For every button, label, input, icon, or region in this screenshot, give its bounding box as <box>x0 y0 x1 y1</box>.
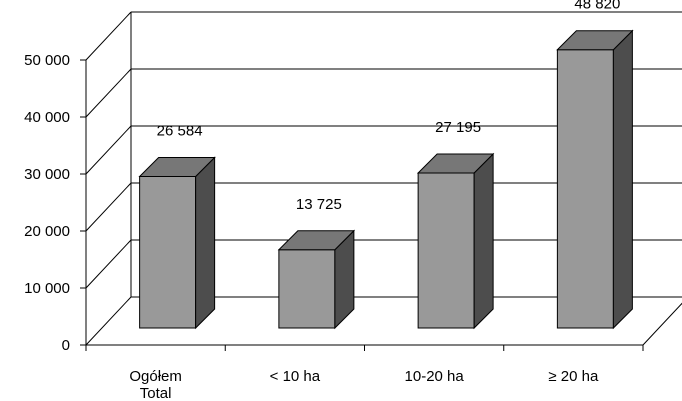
y-tick-label: 30 000 <box>24 166 70 183</box>
floor-right-edge <box>642 302 682 346</box>
bar-front <box>556 49 614 329</box>
bar <box>556 29 634 330</box>
bar-front <box>417 172 475 329</box>
x-category-label: Ogółem <box>129 368 182 385</box>
gridline-diagonal <box>85 68 132 118</box>
x-category-label: ≥ 20 ha <box>548 368 599 385</box>
axes <box>80 12 682 351</box>
bars <box>138 29 634 330</box>
y-tick-label: 20 000 <box>24 223 70 240</box>
bar-top <box>138 156 216 177</box>
bar <box>277 229 356 330</box>
bar <box>416 152 495 330</box>
labels: 0 10 000 20 000 30 000 40 000 50 000 26 584 Ogó… <box>24 0 620 401</box>
y-tick-label: 0 <box>62 337 70 354</box>
y-tick-label: 10 000 <box>24 280 70 297</box>
bar-side <box>612 29 633 330</box>
y-tick-label: 40 000 <box>24 109 70 126</box>
gridline-diagonal <box>85 125 132 175</box>
bar-top <box>416 153 495 174</box>
gridline-diagonal <box>85 11 132 61</box>
bar-side <box>473 152 494 330</box>
gridline-diagonal <box>85 182 132 232</box>
gridline-diagonal <box>85 296 132 346</box>
data-label: 13 725 <box>296 196 342 213</box>
bar-top <box>277 230 356 251</box>
bar-side <box>195 156 216 330</box>
bar-front <box>278 249 336 329</box>
x-category-label: < 10 ha <box>270 368 321 385</box>
gridline-diagonal <box>85 239 132 289</box>
x-category-sublabel: Total <box>140 385 172 401</box>
bar-top <box>556 30 634 51</box>
data-label: 26 584 <box>157 122 203 139</box>
x-category-label: 10-20 ha <box>405 368 465 385</box>
data-label: 27 195 <box>435 119 481 136</box>
y-tick-label: 50 000 <box>24 52 70 69</box>
bar-front <box>139 175 197 329</box>
bar <box>138 156 216 330</box>
data-label: 48 820 <box>574 0 620 13</box>
